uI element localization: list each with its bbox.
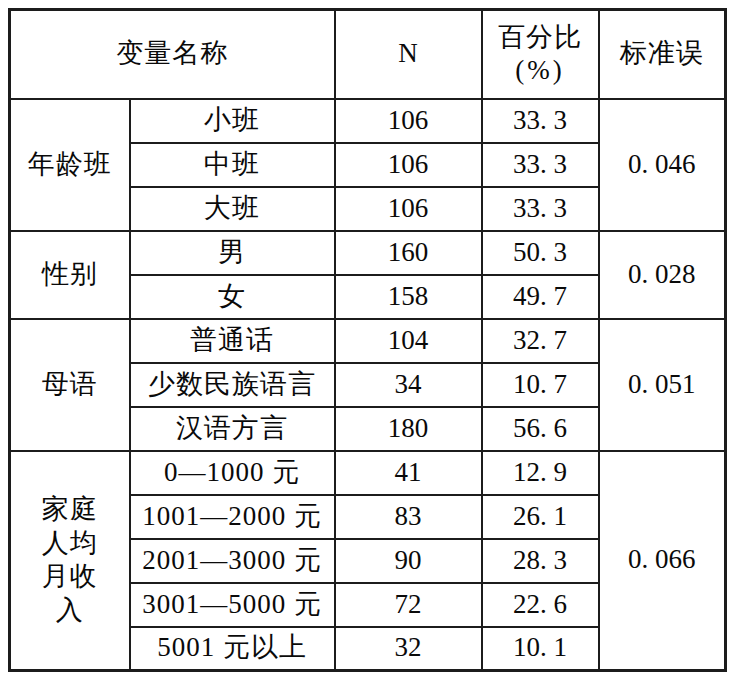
category-cell: 大班 [130,187,335,231]
n-cell: 34 [335,363,482,407]
table-row-gender-0: 性别男16050. 30. 028 [10,231,726,275]
percent-cell: 28. 3 [482,539,599,583]
n-cell: 158 [335,275,482,319]
header-percent-label: 百分比 [483,21,598,55]
category-cell: 小班 [130,99,335,143]
percent-cell: 33. 3 [482,143,599,187]
descriptive-statistics-table: 变量名称 N 百分比 (%) 标准误 年龄班小班10633. 30. 046中班… [8,8,727,672]
percent-cell: 10. 1 [482,627,599,671]
header-percent: 百分比 (%) [482,10,599,99]
header-n: N [335,10,482,99]
category-cell: 汉语方言 [130,407,335,451]
n-cell: 83 [335,495,482,539]
percent-cell: 12. 9 [482,451,599,495]
table-row-family-monthly-income-per-capita-0: 家庭 人均 月收 入0—1000 元4112. 90. 066 [10,451,726,495]
n-cell: 106 [335,143,482,187]
category-cell: 中班 [130,143,335,187]
percent-cell: 22. 6 [482,583,599,627]
percent-cell: 32. 7 [482,319,599,363]
percent-cell: 26. 1 [482,495,599,539]
group-label-mother-tongue: 母语 [10,319,130,451]
percent-cell: 10. 7 [482,363,599,407]
category-cell: 普通话 [130,319,335,363]
group-label-gender: 性别 [10,231,130,319]
n-cell: 180 [335,407,482,451]
n-cell: 104 [335,319,482,363]
table-body: 年龄班小班10633. 30. 046中班10633. 3大班10633. 3性… [10,99,726,671]
n-cell: 106 [335,187,482,231]
n-cell: 32 [335,627,482,671]
percent-cell: 49. 7 [482,275,599,319]
percent-cell: 33. 3 [482,187,599,231]
percent-cell: 33. 3 [482,99,599,143]
table-row-mother-tongue-0: 母语普通话10432. 70. 051 [10,319,726,363]
percent-cell: 50. 3 [482,231,599,275]
category-cell: 1001—2000 元 [130,495,335,539]
table-row-age-class-0: 年龄班小班10633. 30. 046 [10,99,726,143]
header-variable-name: 变量名称 [10,10,335,99]
header-standard-error: 标准误 [599,10,726,99]
standard-error-cell-family-monthly-income-per-capita: 0. 066 [599,451,726,671]
descriptive-statistics-page: 变量名称 N 百分比 (%) 标准误 年龄班小班10633. 30. 046中班… [0,0,734,681]
n-cell: 90 [335,539,482,583]
header-percent-unit: (%) [483,54,598,88]
n-cell: 72 [335,583,482,627]
category-cell: 3001—5000 元 [130,583,335,627]
standard-error-cell-age-class: 0. 046 [599,99,726,231]
standard-error-cell-gender: 0. 028 [599,231,726,319]
group-label-age-class: 年龄班 [10,99,130,231]
n-cell: 160 [335,231,482,275]
category-cell: 2001—3000 元 [130,539,335,583]
n-cell: 106 [335,99,482,143]
category-cell: 5001 元以上 [130,627,335,671]
percent-cell: 56. 6 [482,407,599,451]
category-cell: 0—1000 元 [130,451,335,495]
n-cell: 41 [335,451,482,495]
header-row: 变量名称 N 百分比 (%) 标准误 [10,10,726,99]
category-cell: 少数民族语言 [130,363,335,407]
standard-error-cell-mother-tongue: 0. 051 [599,319,726,451]
category-cell: 男 [130,231,335,275]
category-cell: 女 [130,275,335,319]
group-label-family-monthly-income-per-capita: 家庭 人均 月收 入 [10,451,130,671]
